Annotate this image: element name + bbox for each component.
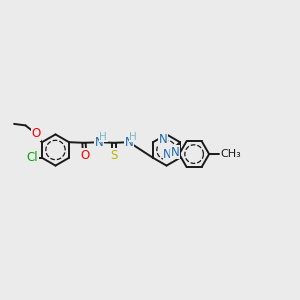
Text: N: N — [94, 136, 103, 149]
Text: O: O — [32, 127, 40, 140]
Text: S: S — [110, 149, 118, 162]
Text: Cl: Cl — [27, 151, 38, 164]
Text: N: N — [159, 133, 167, 146]
Text: N: N — [124, 136, 134, 149]
Text: O: O — [80, 149, 89, 162]
Text: H: H — [99, 132, 107, 142]
Text: CH₃: CH₃ — [220, 149, 241, 159]
Text: N: N — [164, 148, 172, 160]
Text: N: N — [170, 146, 179, 159]
Text: H: H — [129, 132, 137, 142]
